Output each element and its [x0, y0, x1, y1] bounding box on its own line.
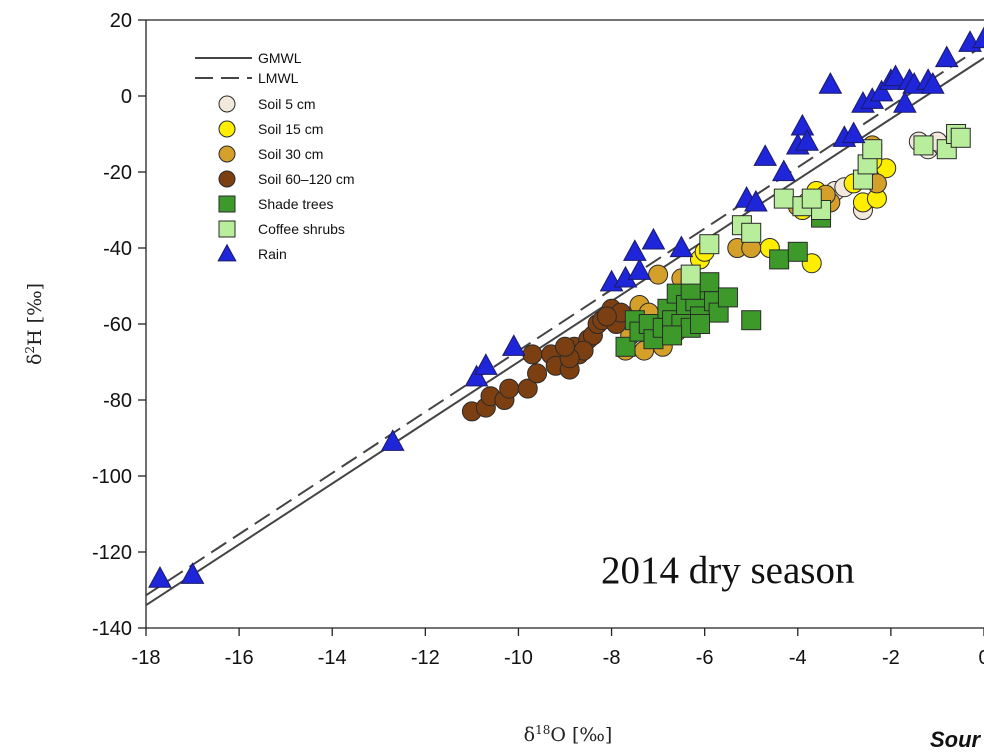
point-rain [669, 235, 694, 258]
point-shade-trees [699, 272, 720, 293]
point-rain [380, 429, 405, 451]
point-rain [795, 129, 819, 151]
y-tick-label: -60 [103, 314, 132, 336]
point-shade-trees [787, 241, 808, 262]
legend-label: Soil 60–120 cm [258, 171, 355, 187]
point-rain [627, 258, 652, 280]
point-soil-30-cm [648, 264, 669, 285]
point-shade-trees [769, 249, 790, 270]
x-axis-title: δ18O [‰] [524, 723, 613, 746]
legend-marker [218, 170, 236, 188]
legend-label: Coffee shrubs [258, 221, 345, 237]
x-tick-label: -10 [504, 647, 533, 669]
legend-label: LMWL [258, 70, 299, 86]
axes: -18-16-14-12-10-8-6-4-20-140-120-100-80-… [92, 10, 984, 669]
point-rain [841, 121, 866, 144]
point-soil-60-120-cm [596, 306, 617, 327]
x-tick-label: -4 [789, 647, 807, 669]
point-shade-trees [741, 310, 762, 331]
y-tick-label: -120 [92, 542, 132, 564]
point-rain [753, 144, 778, 166]
y-tick-label: -80 [103, 390, 132, 412]
point-shade-trees [690, 314, 711, 334]
x-tick-label: -8 [603, 647, 621, 669]
point-soil-60-120-cm [522, 344, 543, 365]
y-tick-label: -20 [103, 162, 132, 184]
legend: GMWL LMWL Soil 5 cm Soil 15 cm Soil 30 cm Soi… [195, 50, 355, 262]
point-shade-trees [717, 287, 738, 308]
legend-label: Rain [258, 246, 287, 262]
y-tick-label: -40 [103, 238, 132, 260]
legend-label: Soil 15 cm [258, 121, 323, 137]
point-rain [972, 26, 984, 49]
point-rain [501, 334, 526, 356]
point-rain [893, 91, 917, 113]
point-rain [771, 159, 796, 182]
x-tick-label: -12 [411, 647, 440, 669]
y-tick-label: 20 [110, 10, 132, 32]
point-rain [920, 72, 945, 94]
point-rain [474, 353, 498, 375]
data-points [148, 26, 984, 588]
x-tick-label: -2 [882, 647, 900, 669]
x-tick-label: -6 [696, 647, 714, 669]
point-coffee-shrubs [699, 234, 720, 255]
x-tick-label: -18 [132, 647, 161, 669]
point-rain [869, 79, 894, 102]
point-coffee-shrubs [741, 222, 762, 243]
legend-marker [218, 145, 236, 163]
line-gmwl [146, 57, 984, 607]
point-rain [883, 64, 908, 87]
point-rain [744, 189, 768, 212]
point-soil-60-120-cm [517, 378, 538, 399]
legend-marker [218, 195, 236, 213]
legend-label: Soil 5 cm [258, 96, 316, 112]
point-coffee-shrubs [773, 188, 794, 209]
season-annotation: 2014 dry season [601, 549, 854, 592]
y-tick-label: -100 [92, 466, 132, 488]
y-tick-label: 0 [121, 86, 132, 108]
point-coffee-shrubs [680, 264, 701, 285]
point-rain [148, 566, 172, 588]
point-coffee-shrubs [950, 127, 971, 148]
x-tick-label: 0 [978, 647, 984, 669]
point-rain [934, 45, 959, 68]
point-soil-60-120-cm [499, 378, 520, 399]
x-tick-label: -16 [225, 647, 254, 669]
point-rain [790, 113, 815, 136]
legend-label: Soil 30 cm [258, 146, 323, 162]
point-rain [818, 72, 843, 94]
x-tick-label: -14 [318, 647, 347, 669]
legend-marker [218, 220, 236, 238]
point-rain [180, 562, 205, 584]
point-shade-trees [662, 325, 683, 346]
y-axis-title: δ2H [‰] [23, 283, 46, 365]
y-tick-label: -140 [92, 618, 132, 640]
point-rain [464, 364, 489, 387]
source-label: Sour [930, 727, 982, 752]
point-coffee-shrubs [801, 188, 822, 209]
point-rain [622, 239, 647, 261]
point-shade-trees [615, 336, 636, 357]
legend-marker [218, 120, 236, 138]
point-soil-60-120-cm [527, 363, 548, 384]
legend-label: Shade trees [258, 196, 334, 212]
point-rain [641, 227, 666, 250]
legend-label: GMWL [258, 50, 302, 66]
point-coffee-shrubs [913, 135, 934, 156]
point-soil-60-120-cm [555, 336, 575, 357]
legend-marker [217, 243, 237, 262]
point-coffee-shrubs [862, 139, 883, 160]
legend-marker [218, 95, 236, 113]
